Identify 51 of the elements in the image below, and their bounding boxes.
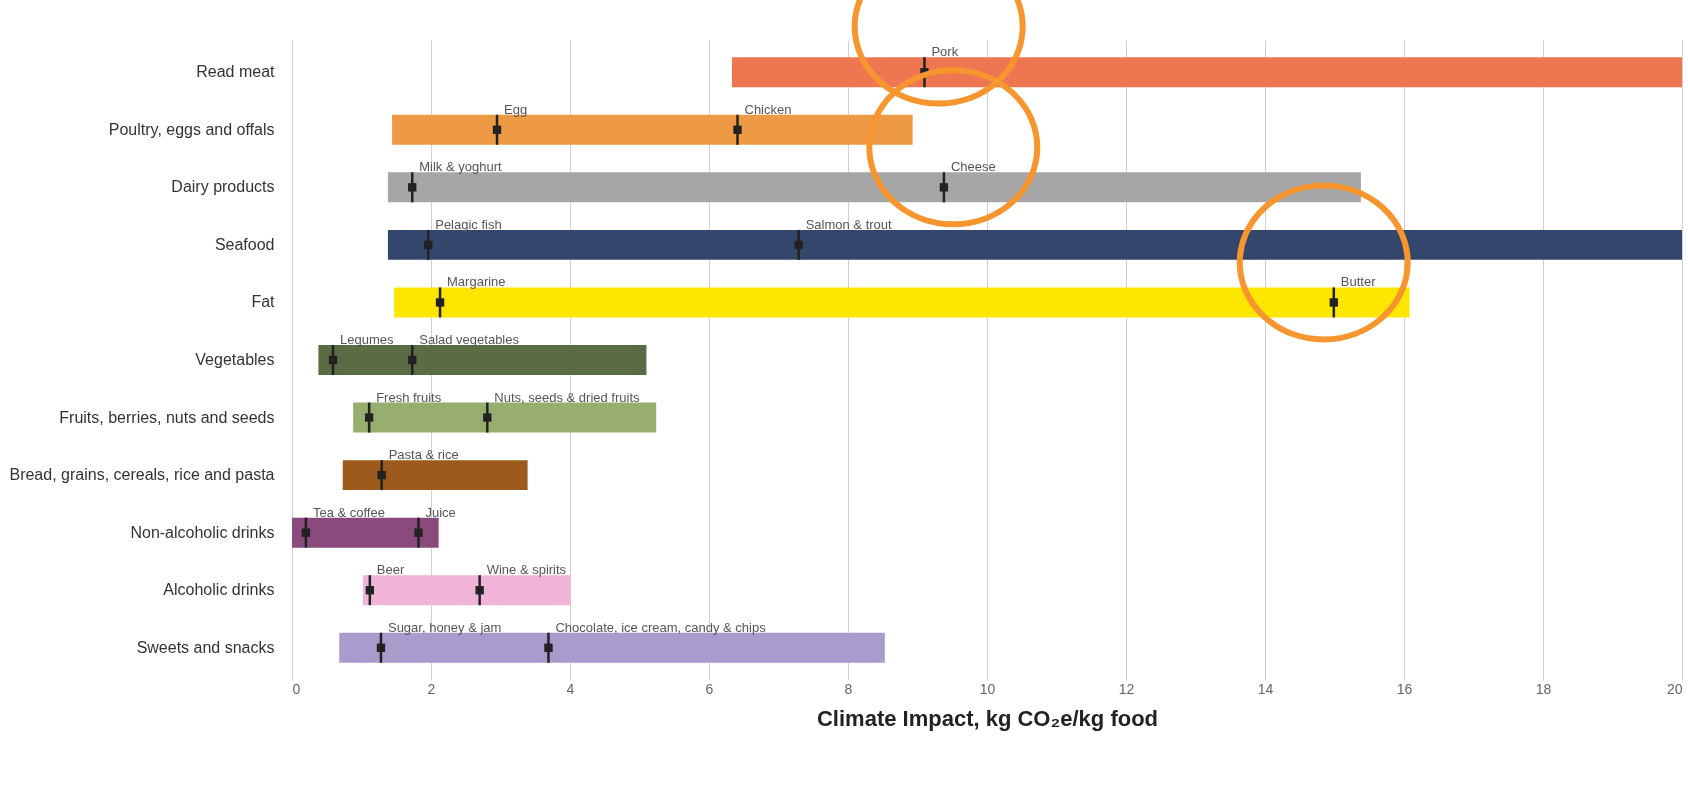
x-axis-title: Climate Impact, kg CO₂e/kg food	[816, 705, 1159, 731]
y-tick-label: Read meat	[196, 63, 276, 81]
x-tick-label: 14	[1257, 680, 1274, 697]
y-tick-label: Alcoholic drinks	[163, 581, 275, 599]
data-label: Tea & coffee	[312, 504, 385, 520]
y-tick-label: Fruits, berries, nuts and seeds	[59, 408, 275, 426]
x-tick-label: 0	[292, 680, 301, 697]
bar	[387, 172, 1361, 203]
data-label: Margarine	[447, 274, 506, 290]
bar	[292, 517, 439, 548]
y-tick-label: Sweets and snacks	[136, 638, 275, 656]
x-tick-label: 8	[844, 680, 853, 697]
data-label: Egg	[504, 101, 528, 117]
bar	[731, 57, 1682, 88]
data-label: Wine & spirits	[486, 562, 567, 578]
data-label: Pork	[931, 44, 959, 60]
data-label: Juice	[425, 504, 456, 520]
bar	[394, 287, 1410, 318]
bar	[342, 460, 528, 491]
bar	[318, 345, 647, 375]
x-tick-label: 4	[566, 680, 575, 697]
y-tick-label: Fat	[251, 293, 276, 311]
x-tick-label: 2	[427, 680, 436, 697]
data-label: Cheese	[950, 159, 996, 175]
y-tick-label: Vegetables	[195, 351, 275, 368]
bar	[353, 402, 657, 433]
data-label: Salmon & trout	[805, 216, 893, 232]
data-label: Chocolate, ice cream, candy & chips	[555, 619, 767, 635]
data-label: Fresh fruits	[376, 389, 442, 405]
x-tick-label: 20	[1666, 680, 1683, 697]
x-tick-label: 18	[1535, 680, 1552, 697]
data-label: Chicken	[744, 101, 792, 117]
x-tick-label: 10	[979, 680, 996, 697]
y-tick-label: Bread, grains, cereals, rice and pasta	[9, 466, 275, 484]
data-label: Nuts, seeds & dried fruits	[494, 389, 641, 405]
y-tick-label: Non-alcoholic drinks	[130, 523, 275, 541]
data-label: Milk & yoghurt	[419, 159, 502, 175]
data-label: Butter	[1340, 274, 1377, 290]
bar	[362, 575, 571, 606]
data-label: Sugar, honey & jam	[387, 619, 502, 635]
data-label: Legumes	[340, 332, 394, 347]
data-label: Pasta & rice	[388, 447, 459, 463]
x-tick-label: 12	[1118, 680, 1135, 697]
y-tick-label: Poultry, eggs and offals	[108, 120, 275, 138]
y-tick-label: Seafood	[214, 235, 275, 253]
data-label: Pelagic fish	[435, 216, 502, 232]
data-label: Salad vegetables	[419, 332, 520, 347]
x-tick-label: 6	[705, 680, 714, 697]
y-tick-label: Dairy products	[171, 178, 275, 196]
data-label: Beer	[376, 562, 405, 578]
x-tick-label: 16	[1396, 680, 1413, 697]
